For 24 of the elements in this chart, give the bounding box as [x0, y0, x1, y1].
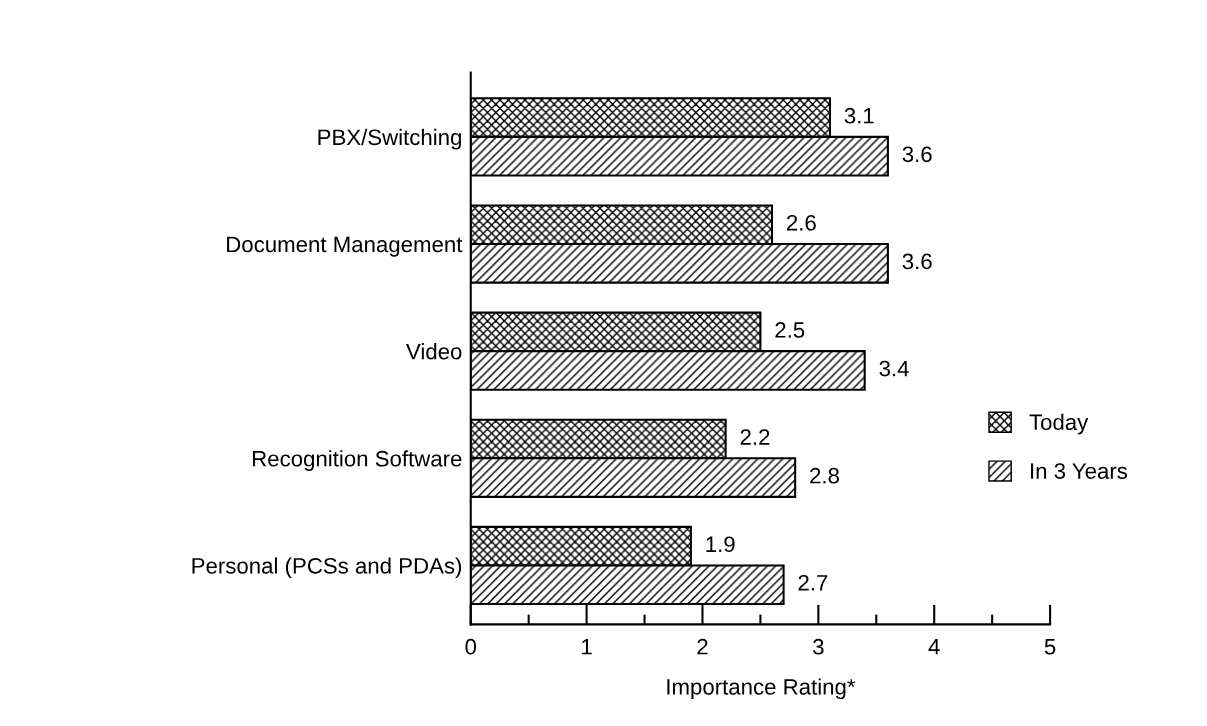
data-label: 3.6: [902, 146, 932, 163]
x-tick-label: 5: [1044, 639, 1056, 655]
y-tick-label: Video: [406, 343, 462, 360]
data-label: 2.2: [740, 429, 770, 445]
y-tick-label: Document Management: [227, 236, 463, 257]
x-tick-label: 2: [697, 638, 708, 655]
y-tick-label: Recognition Software: [253, 450, 462, 471]
data-label: 2.5: [775, 322, 805, 338]
x-axis-title: Importance Rating*: [667, 678, 856, 700]
data-label: 3.1: [844, 107, 874, 124]
y-tick-label: Personal (PCSs and PDAs): [192, 557, 462, 579]
x-tick-label: 1: [582, 639, 592, 655]
legend-label: In 3 Years: [1031, 463, 1128, 479]
x-tick-label: 3: [813, 638, 824, 655]
data-label: 3.4: [879, 360, 909, 377]
data-label: 2.7: [798, 574, 828, 591]
legend-label: Today: [1029, 413, 1089, 435]
data-label: 1.9: [706, 536, 735, 553]
x-tick-label: 0: [465, 638, 477, 655]
data-label: 2.8: [810, 467, 839, 484]
data-label: 3.6: [902, 253, 932, 270]
x-tick-label: 4: [928, 639, 940, 655]
data-label: 2.6: [787, 214, 816, 231]
y-tick-label: PBX/Switching: [318, 128, 461, 150]
